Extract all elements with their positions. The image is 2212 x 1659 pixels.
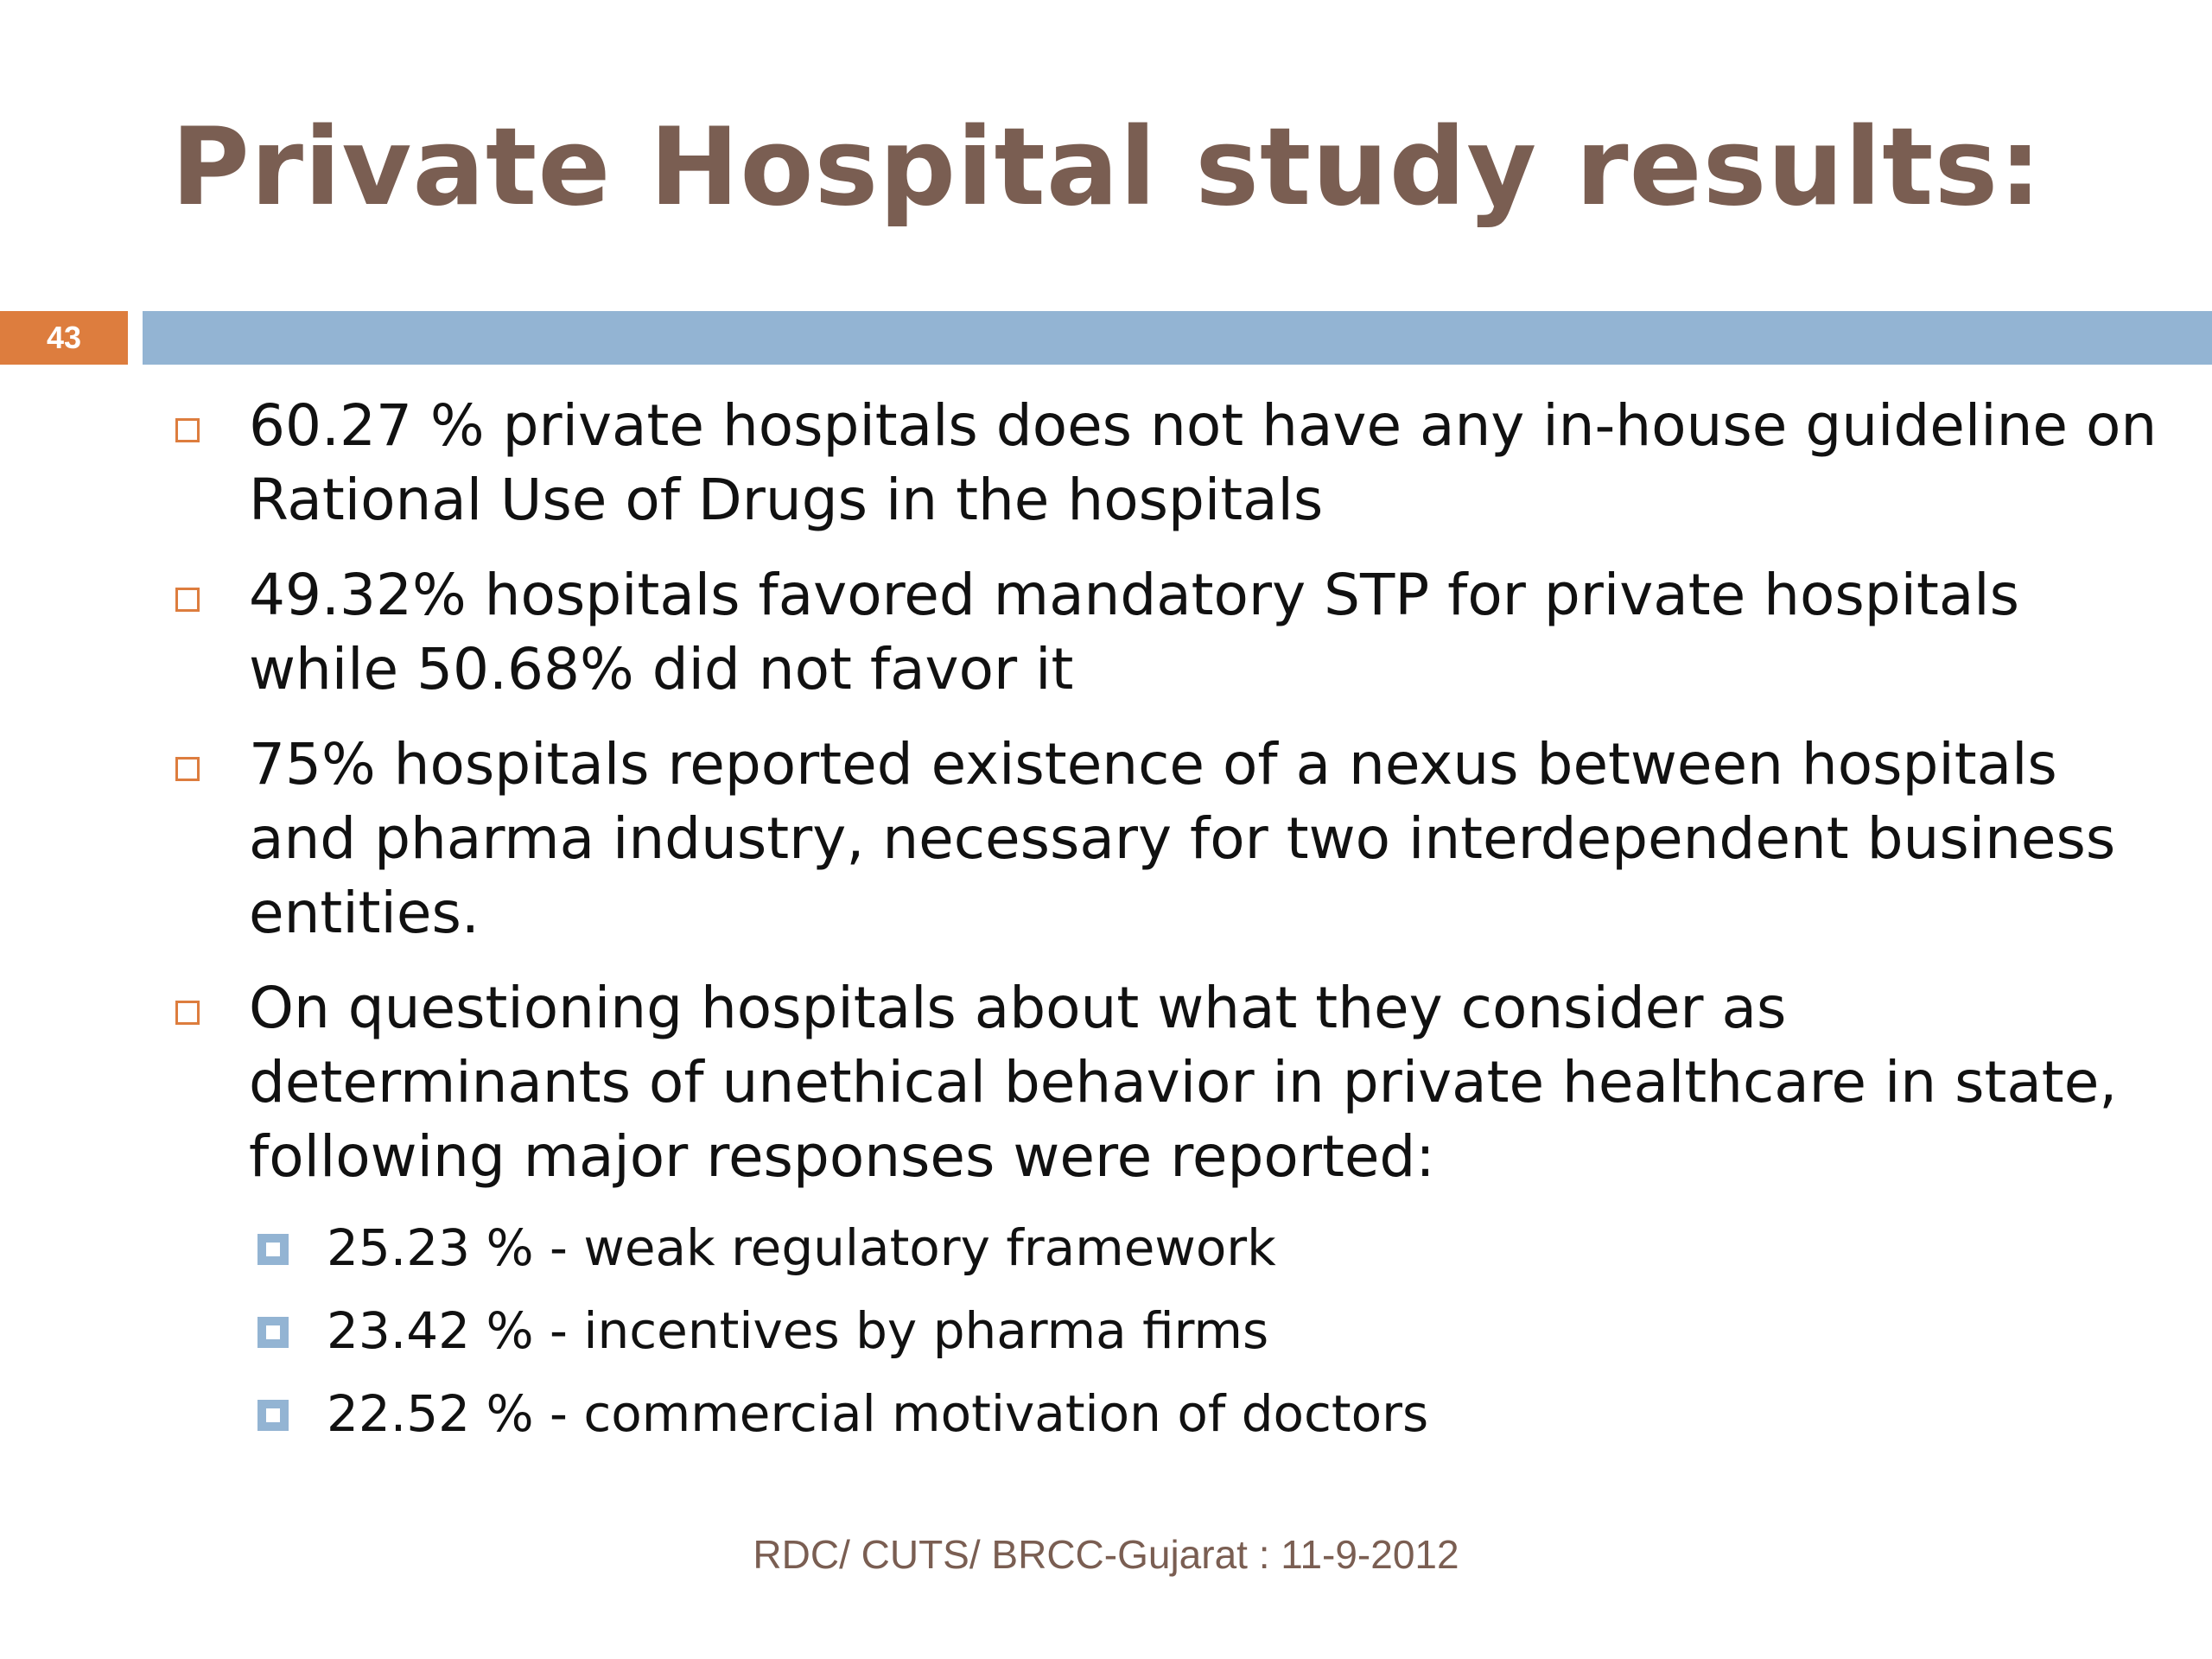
slide-footer: RDC/ CUTS/ BRCC-Gujarat : 11-9-2012 bbox=[753, 1532, 1459, 1577]
bullet-item: 75% hospitals reported existence of a ne… bbox=[173, 728, 2160, 950]
sub-bullet-list: 25.23 % - weak regulatory framework 23.4… bbox=[249, 1206, 2160, 1455]
square-bullet-icon bbox=[175, 1001, 200, 1025]
sub-bullet-text: 23.42 % - incentives by pharma firms bbox=[327, 1301, 1269, 1360]
sub-bullet-text: 25.23 % - weak regulatory framework bbox=[327, 1218, 1276, 1277]
square-bullet-icon bbox=[175, 418, 200, 442]
title-divider-bar bbox=[143, 311, 2212, 365]
bullet-text: On questioning hospitals about what they… bbox=[249, 975, 2118, 1190]
slide-number-badge: 43 bbox=[0, 311, 128, 365]
bullet-item: On questioning hospitals about what they… bbox=[173, 971, 2160, 1455]
slide-title: Private Hospital study results: bbox=[171, 105, 2043, 230]
sub-bullet-text: 22.52 % - commercial motivation of docto… bbox=[327, 1384, 1429, 1443]
filled-square-bullet-icon bbox=[257, 1400, 289, 1431]
filled-square-bullet-icon bbox=[257, 1317, 289, 1348]
filled-square-bullet-icon bbox=[257, 1234, 289, 1265]
bullet-list: 60.27 % private hospitals does not have … bbox=[173, 389, 2160, 1476]
square-bullet-icon bbox=[175, 757, 200, 781]
bullet-text: 60.27 % private hospitals does not have … bbox=[249, 392, 2158, 533]
bullet-text: 75% hospitals reported existence of a ne… bbox=[249, 731, 2116, 946]
sub-bullet-item: 22.52 % - commercial motivation of docto… bbox=[249, 1372, 2160, 1455]
sub-bullet-item: 25.23 % - weak regulatory framework bbox=[249, 1206, 2160, 1289]
bullet-item: 60.27 % private hospitals does not have … bbox=[173, 389, 2160, 537]
bullet-text: 49.32% hospitals favored mandatory STP f… bbox=[249, 562, 2020, 702]
slide-number: 43 bbox=[46, 320, 82, 355]
square-bullet-icon bbox=[175, 588, 200, 612]
bullet-item: 49.32% hospitals favored mandatory STP f… bbox=[173, 558, 2160, 707]
sub-bullet-item: 23.42 % - incentives by pharma firms bbox=[249, 1289, 2160, 1372]
